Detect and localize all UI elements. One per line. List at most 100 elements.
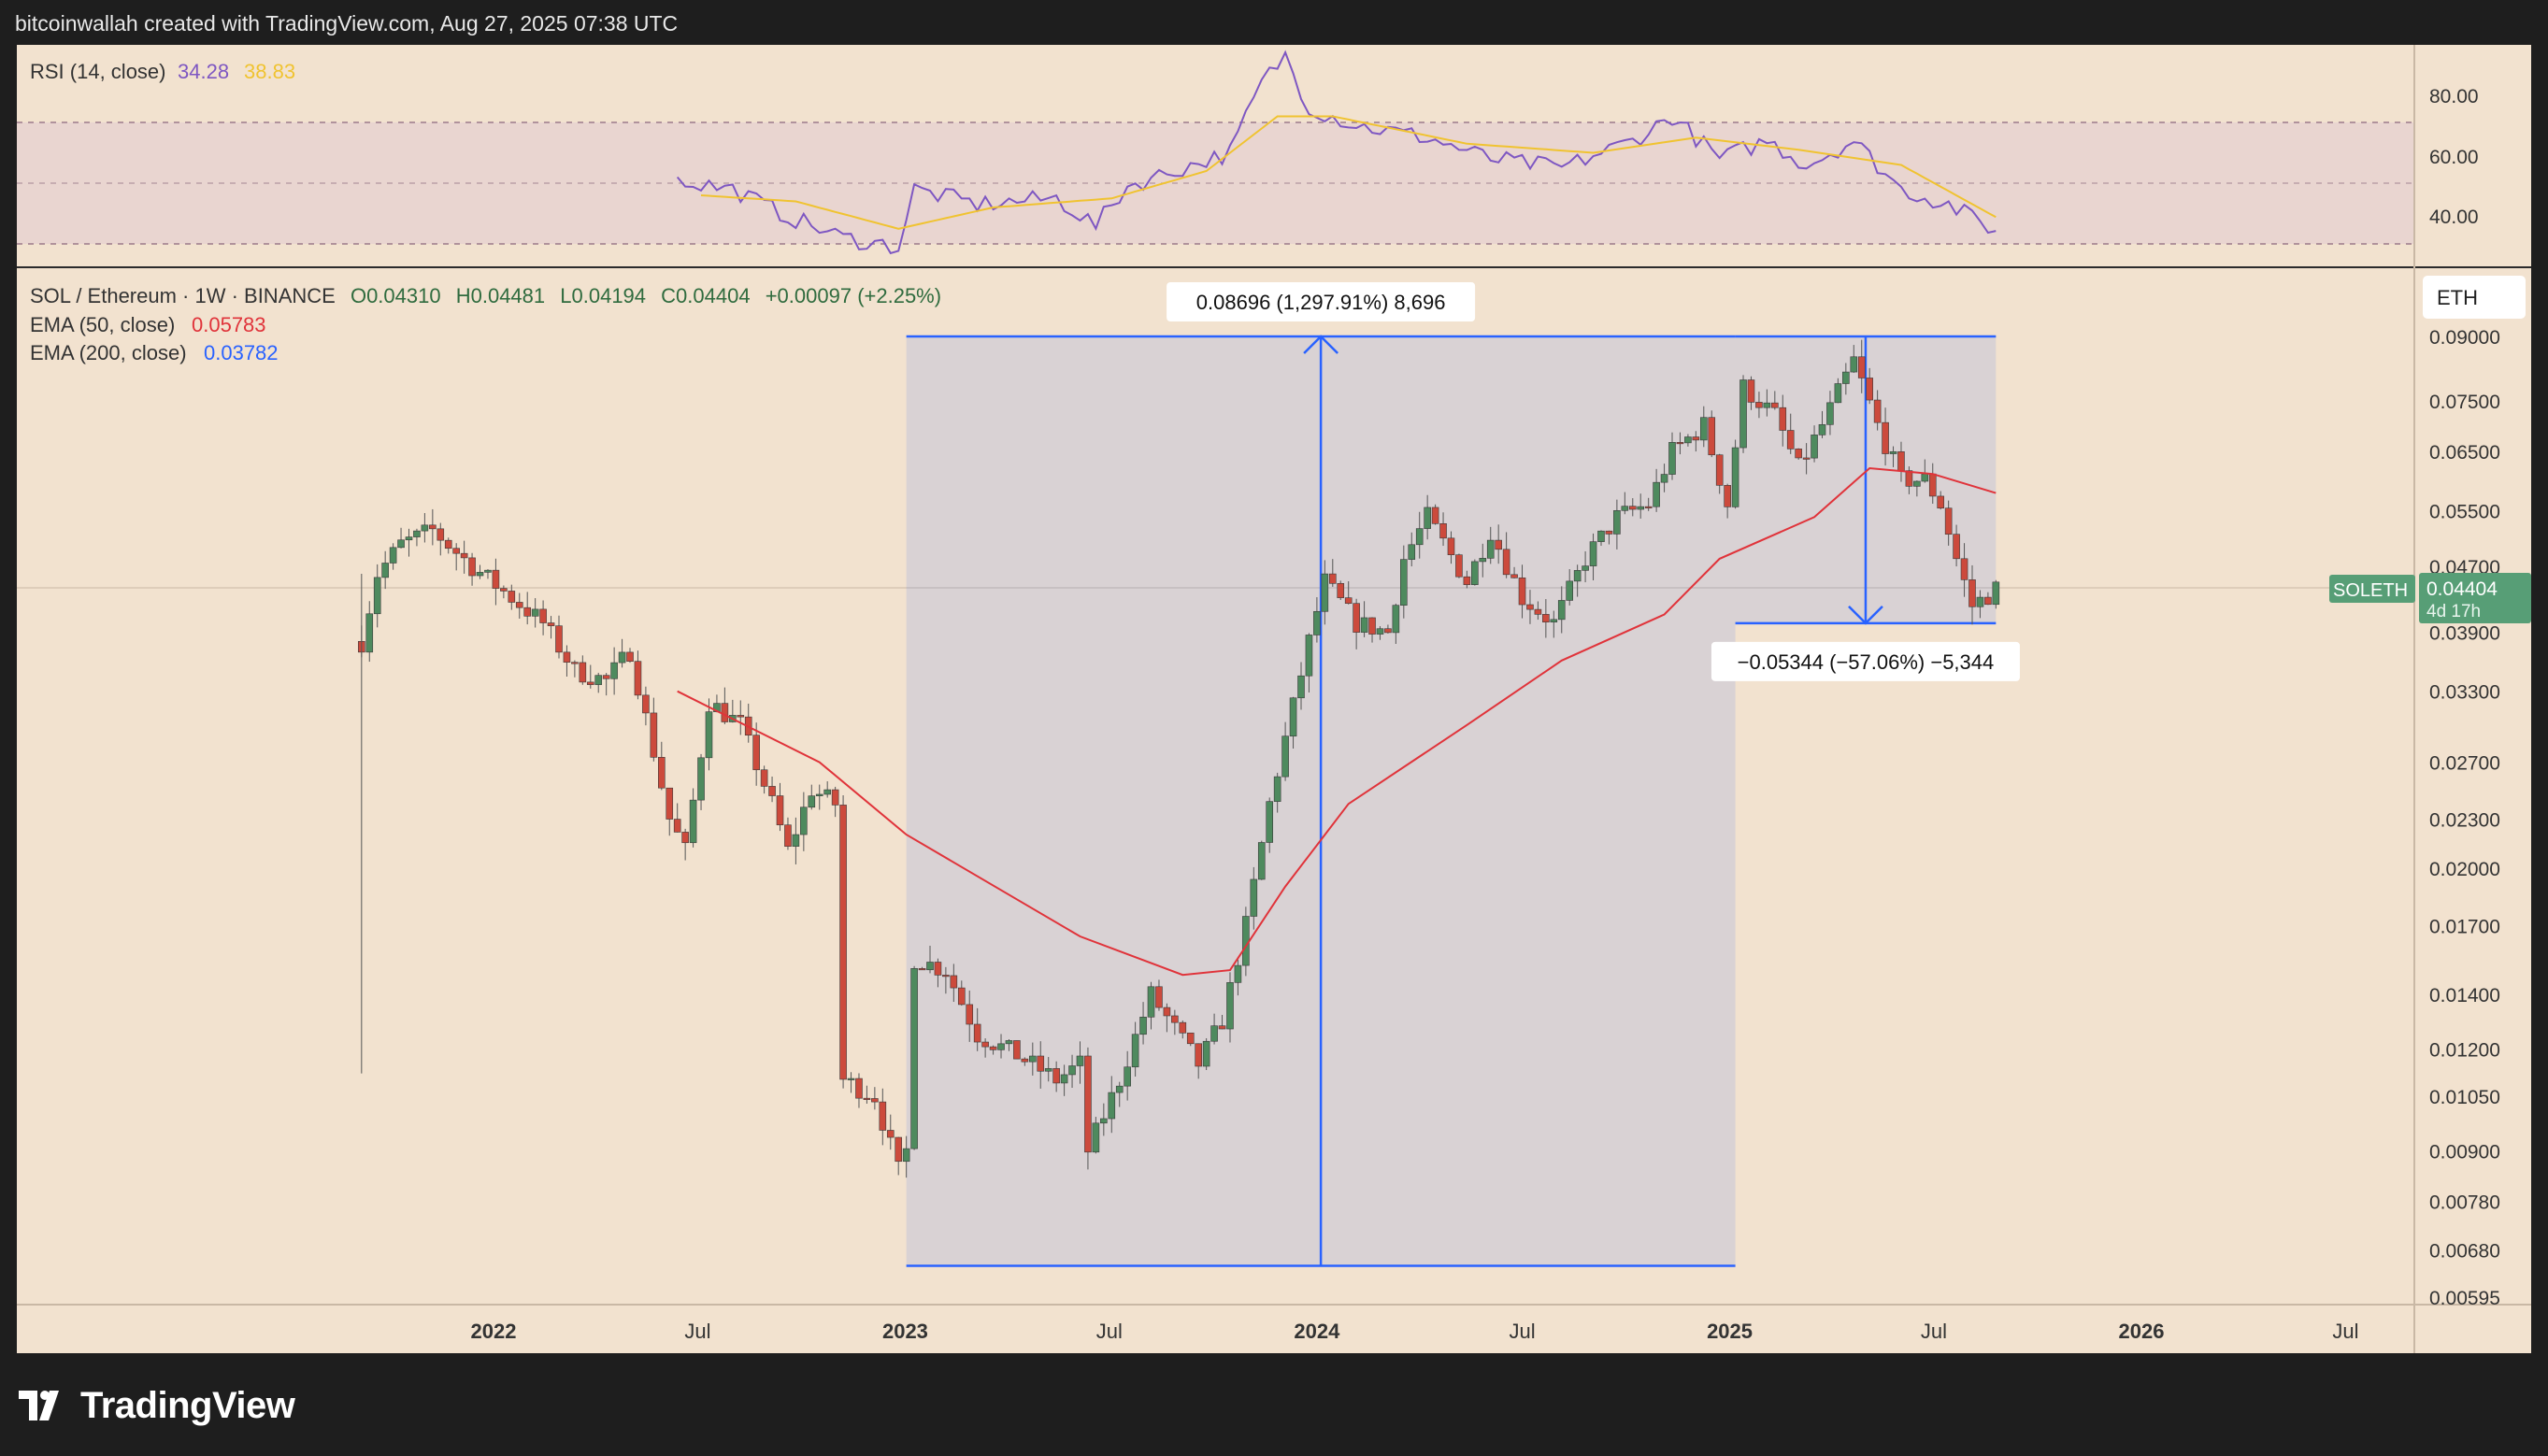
legend-low: L0.04194 [560,284,646,307]
candle-body [1305,635,1313,677]
time-axis-label: 2023 [882,1320,928,1343]
candle-body [879,1101,887,1131]
candle-body [1266,801,1274,843]
candle-body [1486,539,1495,559]
candle-body [776,795,784,826]
chart-background [17,45,2531,1353]
candle-body [1281,735,1289,778]
candle-body [697,757,705,801]
candle-body [1715,454,1724,486]
candle-body [437,528,445,541]
candle-body [752,735,760,771]
candle-body [1029,1055,1037,1063]
candle-body [1060,1074,1068,1084]
candle-body [1384,628,1392,634]
legend-change: +0.00097 (+2.25%) [766,284,941,307]
candle-body [1068,1065,1076,1076]
candle-body [1534,608,1542,615]
candle-body [484,569,492,573]
candle-body [460,552,468,559]
candle-body [1889,451,1897,454]
candle-body [1621,506,1629,511]
tradingview-logo-text: TradingView [80,1384,295,1426]
candle-body [1897,451,1905,471]
candle-body [981,1041,989,1048]
chart-canvas[interactable]: 0.08696 (1,297.91%) 8,696 −0.05344 (−57.0… [17,45,2531,1353]
candle-body [1699,417,1708,441]
candle-body [1337,583,1345,598]
candle-body [1676,442,1684,445]
candles [358,339,2000,1178]
candle-body [1147,986,1155,1018]
price-tick: 0.01700 [2429,917,2500,938]
candle-body [1100,1118,1108,1124]
candle-body [626,651,634,662]
candle-body [839,805,847,1080]
candle-body [831,789,839,806]
candle-body [547,622,555,626]
candle-body [1566,580,1573,601]
candle-body [381,563,389,578]
candle-body [1242,916,1250,966]
tradingview-logo[interactable]: TradingView [19,1381,295,1430]
candle-body [1731,447,1739,507]
candle-body [1850,356,1858,373]
candle-body [1953,534,1960,560]
candle-body [500,588,508,592]
candle-body [1495,539,1502,550]
candle-body [618,651,626,664]
legend-ema50-value: 0.05783 [192,313,266,336]
candle-body [1502,549,1510,576]
measure-label: −0.05344 (−57.06%) −5,344 [1738,650,1995,674]
candle-body [918,968,926,971]
price-tick: 0.02700 [2429,753,2500,775]
candle-body [1913,480,1921,487]
price-tick: 0.00680 [2429,1240,2500,1262]
candle-body [642,694,650,714]
candle-body [523,607,532,617]
candle-body [405,536,413,541]
time-axis-label: Jul [1096,1320,1123,1343]
candle-body [895,1136,903,1163]
candle-body [1724,485,1731,507]
measure-label-box [1167,282,1476,321]
candle-body [1779,407,1787,431]
chart-frame[interactable]: 0.08696 (1,297.91%) 8,696 −0.05344 (−57.0… [17,45,2531,1353]
candle-body [539,608,547,623]
candle-body [476,572,484,577]
candle-body [1424,507,1431,529]
time-axis-label: 2024 [1294,1320,1340,1343]
price-tick: 0.01050 [2429,1087,2500,1108]
price-tick: 0.03900 [2429,622,2500,644]
candle-body [1605,530,1613,535]
candle-body [444,539,452,550]
price-tick: 0.00595 [2429,1288,2500,1309]
currency-button[interactable] [2423,276,2526,319]
candle-body [997,1043,1005,1050]
price-tick: 0.07500 [2429,392,2500,413]
candle-body [563,651,571,663]
candle-body [863,1097,871,1100]
candle-body [1510,574,1518,578]
candle-body [1708,417,1716,456]
candle-body [610,662,618,679]
measure-layer[interactable]: 0.08696 (1,297.91%) 8,696 −0.05344 (−57.0… [906,282,2020,1267]
legend-symbol: SOL / Ethereum · 1W · BINANCE O0.04310 H… [30,284,941,307]
candle-body [1786,430,1795,450]
candle-body [594,675,603,685]
candle-body [784,824,792,847]
candle-body [1928,473,1937,497]
candle-body [1653,481,1660,507]
last-price-value: 0.04404 [2426,578,2498,600]
candle-body [1021,1058,1029,1063]
rsi-tick: 40.00 [2429,207,2479,228]
price-tick: 0.09000 [2429,327,2500,349]
candle-body [1628,506,1637,510]
candle-body [1992,581,2000,606]
candle-body [1471,561,1479,585]
rsi-line [676,50,1997,255]
time-axis[interactable]: 2022 Jul 2023 Jul 2024 Jul 2025 Jul 2026 Jul [471,1320,2359,1343]
candle-body [926,962,934,971]
last-price-countdown: 4d 17h [2426,602,2481,621]
time-axis-label: Jul [1921,1320,1947,1343]
